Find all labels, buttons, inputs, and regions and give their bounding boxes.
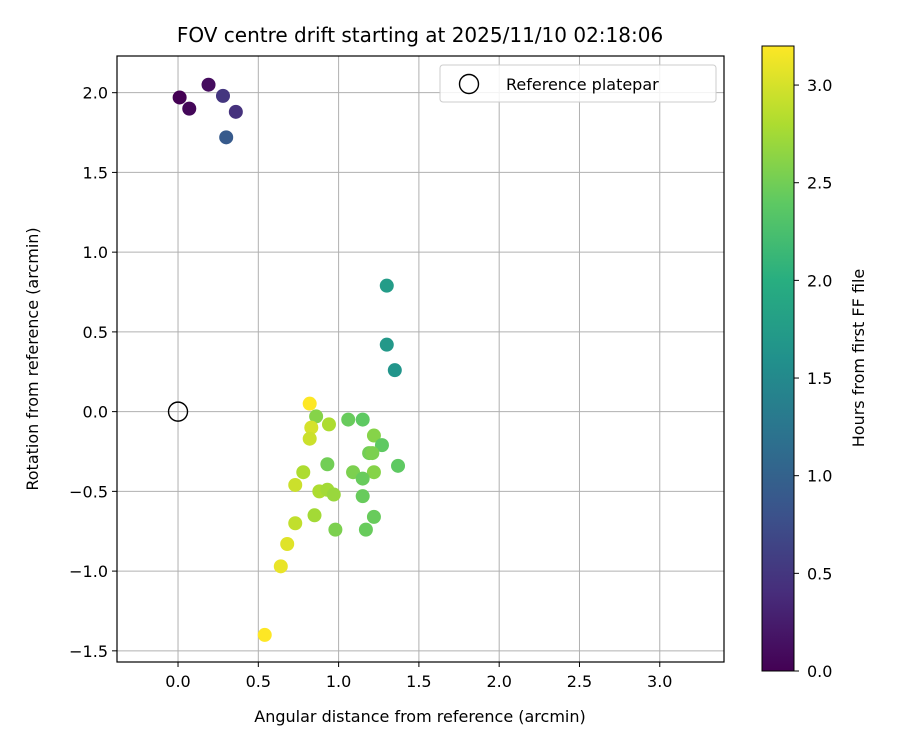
data-point bbox=[228, 104, 243, 119]
legend-entry-reference: Reference platepar bbox=[506, 75, 659, 94]
data-point bbox=[215, 88, 230, 103]
grid-lines bbox=[117, 56, 724, 662]
y-tick-label: −1.0 bbox=[69, 562, 108, 581]
chart-title: FOV centre drift starting at 2025/11/10 … bbox=[177, 23, 663, 47]
data-point bbox=[288, 477, 303, 492]
data-point bbox=[273, 559, 288, 574]
data-point bbox=[288, 516, 303, 531]
x-axis-label: Angular distance from reference (arcmin) bbox=[254, 707, 585, 726]
data-point bbox=[391, 458, 406, 473]
y-tick-label: 1.5 bbox=[83, 163, 108, 182]
colorbar-tick-label: 1.5 bbox=[807, 369, 832, 388]
colorbar-tick-label: 1.0 bbox=[807, 467, 832, 486]
y-tick-label: 0.0 bbox=[83, 403, 108, 422]
data-point bbox=[304, 420, 319, 435]
data-point bbox=[307, 508, 322, 523]
colorbar-gradient bbox=[761, 45, 795, 672]
colorbar-tick-label: 2.0 bbox=[807, 271, 832, 290]
data-point bbox=[355, 412, 370, 427]
data-point bbox=[379, 278, 394, 293]
colorbar-tick-label: 0.0 bbox=[807, 662, 832, 681]
data-point bbox=[366, 428, 381, 443]
x-tick-label: 0.0 bbox=[165, 672, 190, 691]
x-tick-label: 1.5 bbox=[406, 672, 431, 691]
reference-platepar-marker bbox=[167, 401, 189, 422]
data-point bbox=[374, 438, 389, 453]
y-axis-label: Rotation from reference (arcmin) bbox=[23, 227, 42, 490]
data-point bbox=[320, 457, 335, 472]
legend-box bbox=[439, 64, 717, 103]
data-point bbox=[387, 363, 402, 378]
data-point bbox=[296, 465, 311, 480]
colorbar-ticks: 0.0 0.5 1.0 1.5 2.0 2.5 3.0 bbox=[794, 76, 832, 681]
x-tick-label: 2.0 bbox=[486, 672, 511, 691]
data-point bbox=[172, 90, 187, 105]
x-tick-label: 0.5 bbox=[246, 672, 271, 691]
data-point bbox=[366, 465, 381, 480]
data-point bbox=[365, 446, 380, 461]
data-point bbox=[379, 337, 394, 352]
data-point bbox=[257, 627, 272, 642]
data-point bbox=[355, 471, 370, 486]
x-tick-label: 2.5 bbox=[567, 672, 592, 691]
data-point bbox=[341, 412, 356, 427]
colorbar-label: Hours from first FF file bbox=[849, 269, 868, 448]
data-point bbox=[280, 536, 295, 551]
y-tick-label: 2.0 bbox=[83, 84, 108, 103]
data-point bbox=[321, 417, 336, 432]
data-point bbox=[328, 522, 343, 537]
data-point bbox=[219, 130, 234, 145]
y-tick-label: 1.0 bbox=[83, 243, 108, 262]
colorbar-tick-label: 3.0 bbox=[807, 76, 832, 95]
y-tick-label: −1.5 bbox=[69, 642, 108, 661]
data-point bbox=[302, 431, 317, 446]
y-tick-label: 0.5 bbox=[83, 323, 108, 342]
x-tick-label: 1.0 bbox=[326, 672, 351, 691]
y-tick-label: −0.5 bbox=[69, 482, 108, 501]
data-point bbox=[302, 396, 317, 411]
legend: Reference platepar bbox=[439, 64, 717, 103]
plot-frame bbox=[116, 55, 725, 663]
data-point bbox=[326, 487, 341, 502]
data-point bbox=[355, 489, 370, 504]
x-axis-ticks: 0.0 0.5 1.0 1.5 2.0 2.5 3.0 bbox=[165, 662, 672, 691]
data-point bbox=[182, 101, 197, 116]
colorbar-tick-label: 0.5 bbox=[807, 564, 832, 583]
x-tick-label: 3.0 bbox=[647, 672, 672, 691]
data-points bbox=[167, 77, 406, 642]
data-point bbox=[366, 509, 381, 524]
data-point bbox=[201, 77, 216, 92]
data-point bbox=[309, 409, 324, 424]
colorbar-tick-label: 2.5 bbox=[807, 174, 832, 193]
legend-reference-marker bbox=[458, 73, 480, 95]
y-axis-ticks: −1.5 −1.0 −0.5 0.0 0.5 1.0 1.5 2.0 bbox=[69, 84, 117, 661]
colorbar: 0.0 0.5 1.0 1.5 2.0 2.5 3.0 Hours from first F… bbox=[761, 45, 868, 681]
data-point bbox=[358, 522, 373, 537]
